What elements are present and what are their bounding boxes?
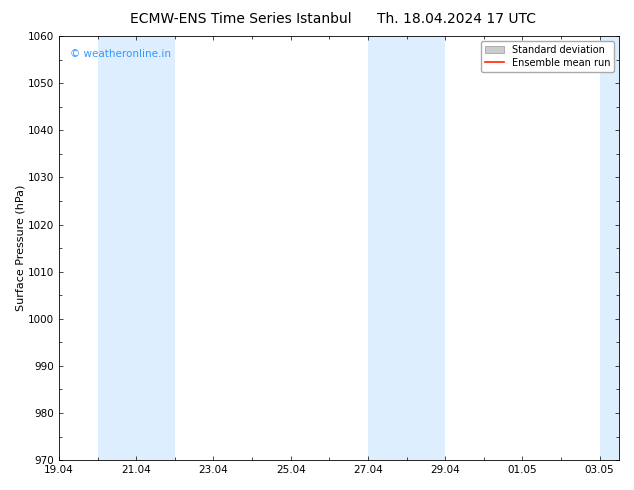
Legend: Standard deviation, Ensemble mean run: Standard deviation, Ensemble mean run [481,41,614,72]
Text: Th. 18.04.2024 17 UTC: Th. 18.04.2024 17 UTC [377,12,536,26]
Bar [368,36,445,460]
Bar [600,36,619,460]
Y-axis label: Surface Pressure (hPa): Surface Pressure (hPa) [15,185,25,311]
Text: ECMW-ENS Time Series Istanbul: ECMW-ENS Time Series Istanbul [130,12,352,26]
Text: © weatheronline.in: © weatheronline.in [70,49,171,59]
Bar [98,36,175,460]
